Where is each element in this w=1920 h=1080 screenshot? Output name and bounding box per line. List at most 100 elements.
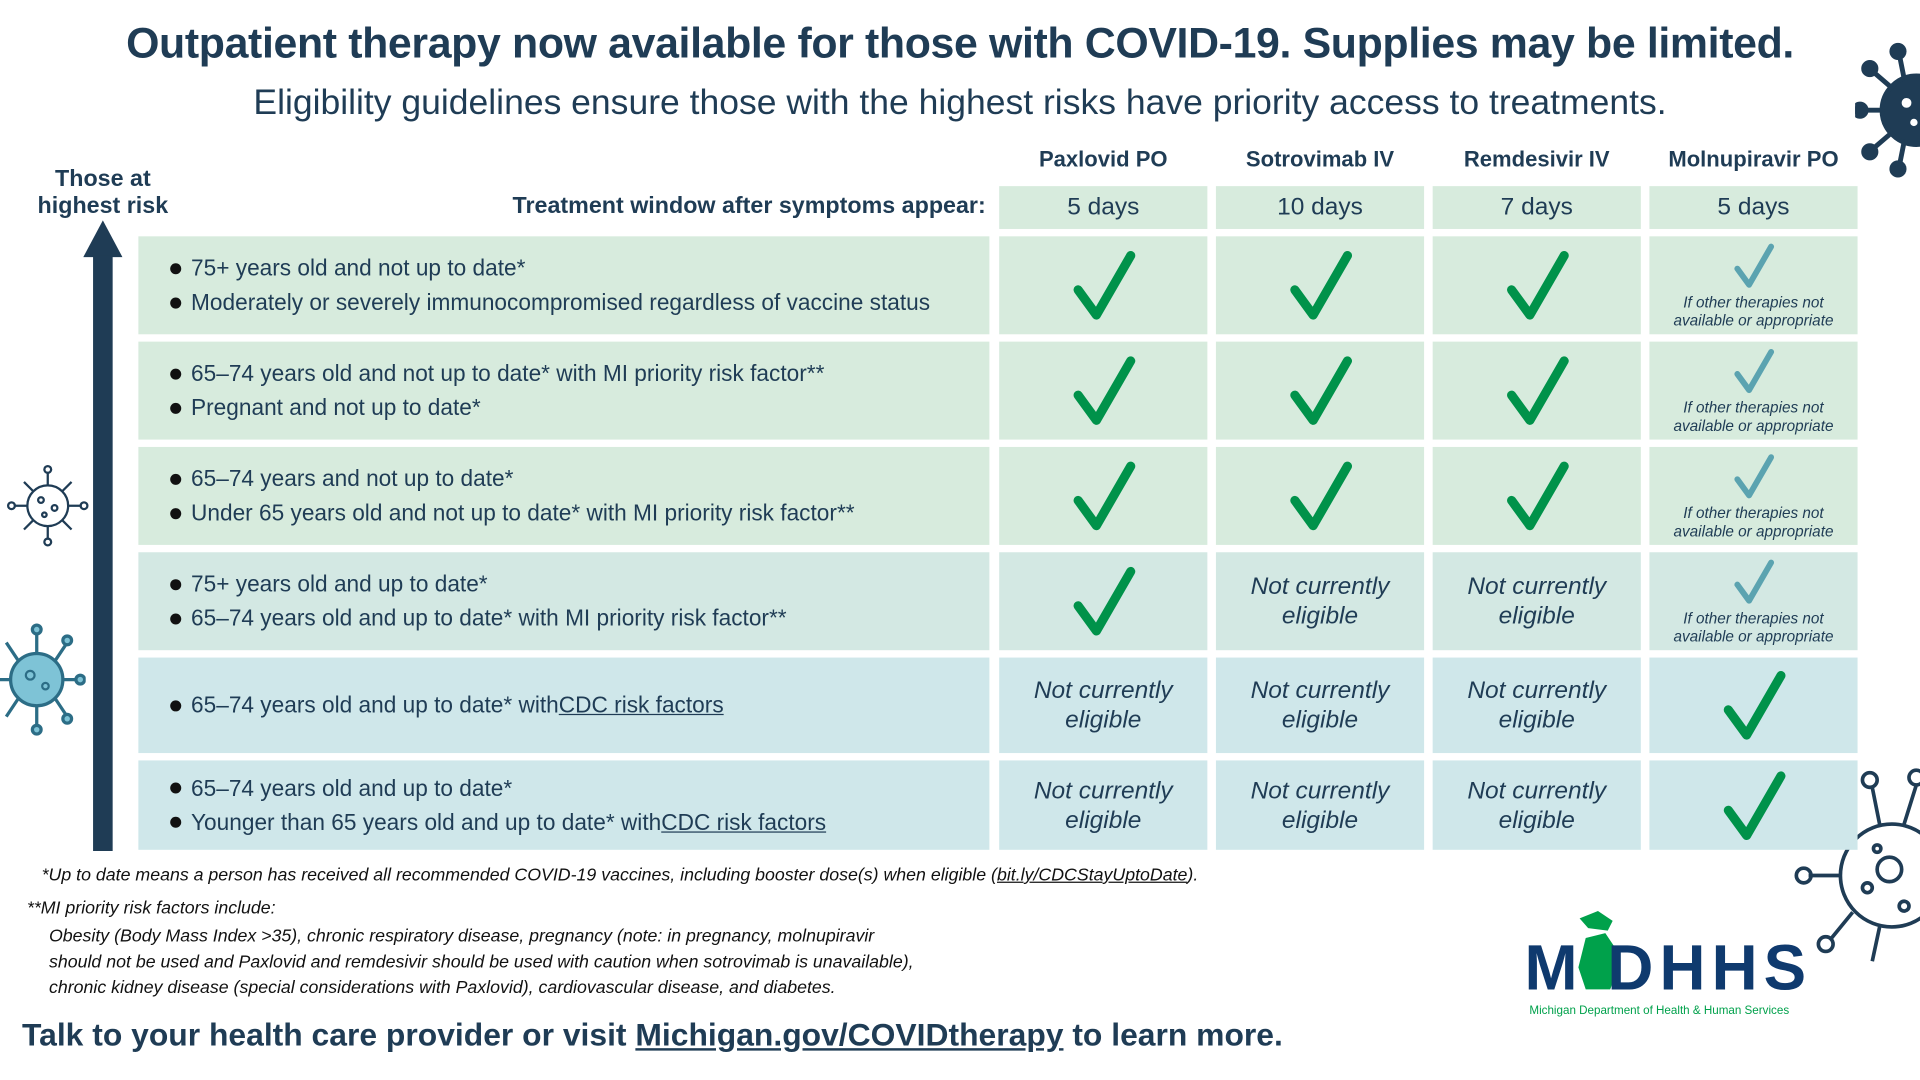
checkmark-icon bbox=[1073, 251, 1136, 320]
note-line: If other therapies not bbox=[1683, 504, 1824, 522]
cdc-stay-up-to-date-link[interactable]: bit.ly/CDCStayUptoDate bbox=[996, 865, 1188, 886]
checkmark-icon bbox=[1507, 461, 1569, 531]
criterion-text: 65–74 years old and up to date* with bbox=[191, 691, 559, 718]
not-eligible-line: Not currently bbox=[1033, 677, 1173, 705]
risk-criterion: 75+ years old and not up to date* bbox=[170, 251, 989, 285]
not-eligible-text: Not currently eligible bbox=[1251, 676, 1390, 735]
checkmark-icon bbox=[1734, 559, 1775, 604]
mdhhs-logo: M DHHS Michigan Department of Health & H… bbox=[1525, 911, 1806, 1017]
treatment-window-0: 5 days bbox=[999, 186, 1208, 229]
not-eligible-text: Not currently eligible bbox=[1467, 776, 1606, 835]
eligibility-cell bbox=[1432, 446, 1641, 545]
footnote-mi-heading: **MI priority risk factors include: bbox=[26, 898, 276, 919]
risk-criterion: 65–74 years old and up to date* with MI … bbox=[170, 601, 989, 635]
note-line: available or appropriate bbox=[1673, 628, 1834, 646]
risk-label-line: Those at bbox=[55, 166, 151, 193]
eligibility-cell bbox=[999, 341, 1208, 440]
cdc-risk-factors-link[interactable]: CDC risk factors bbox=[661, 808, 827, 835]
bullet-icon bbox=[170, 782, 182, 794]
eligibility-cell: If other therapies not available or appro… bbox=[1649, 552, 1858, 651]
risk-criterion: Younger than 65 years old and up to date… bbox=[170, 805, 989, 839]
not-eligible-line: eligible bbox=[1498, 806, 1575, 834]
not-eligible-line: eligible bbox=[1498, 602, 1575, 630]
alternative-note: If other therapies not available or appro… bbox=[1673, 294, 1833, 331]
eligibility-cell bbox=[1649, 657, 1858, 754]
risk-group-row: 65–74 years and not up to date* Under 65 … bbox=[138, 446, 990, 545]
risk-criterion: Under 65 years old and not up to date* w… bbox=[170, 496, 989, 530]
checkmark-icon bbox=[1507, 356, 1569, 425]
note-line: If other therapies not bbox=[1683, 609, 1824, 627]
eligibility-cell bbox=[1432, 236, 1641, 335]
criterion-text: 65–74 years old and up to date* with MI … bbox=[191, 604, 787, 631]
risk-criterion: 65–74 years old and up to date* with CDC… bbox=[170, 688, 989, 722]
not-eligible-text: Not currently eligible bbox=[1467, 676, 1606, 735]
risk-arrow-icon bbox=[83, 220, 123, 852]
bullet-icon bbox=[170, 402, 182, 414]
bullet-icon bbox=[170, 262, 182, 274]
page-subtitle: Eligibility guidelines ensure those with… bbox=[253, 83, 1667, 123]
note-line: If other therapies not bbox=[1683, 293, 1824, 312]
note-line: available or appropriate bbox=[1673, 312, 1834, 330]
bullet-icon bbox=[170, 612, 182, 624]
risk-criterion: 75+ years old and up to date* bbox=[170, 567, 989, 601]
treatment-window-label: Treatment window after symptoms appear: bbox=[512, 193, 986, 220]
risk-group-row: 65–74 years old and up to date* with CDC… bbox=[138, 657, 990, 754]
risk-group-row: 65–74 years old and up to date* Younger t… bbox=[138, 760, 990, 850]
eligibility-cell: Not currently eligible bbox=[1215, 657, 1425, 754]
checkmark-icon bbox=[1734, 348, 1775, 394]
not-eligible-line: Not currently bbox=[1467, 573, 1607, 601]
eligibility-cell: Not currently eligible bbox=[1215, 552, 1425, 651]
column-header-0: Paxlovid PO bbox=[1038, 146, 1168, 172]
virus-filled-icon bbox=[0, 623, 86, 736]
eligibility-cell: Not currently eligible bbox=[1432, 760, 1641, 850]
treatment-window-3: 5 days bbox=[1649, 186, 1858, 229]
checkmark-icon bbox=[1073, 566, 1136, 636]
risk-criterion: Moderately or severely immunocompromised… bbox=[170, 285, 989, 319]
not-eligible-line: eligible bbox=[1065, 706, 1142, 734]
criterion-text: 75+ years old and up to date* bbox=[191, 570, 488, 597]
eligibility-cell bbox=[1649, 760, 1858, 850]
footnote-line: Obesity (Body Mass Index >35), chronic r… bbox=[48, 926, 875, 947]
checkmark-icon bbox=[1734, 454, 1775, 499]
not-eligible-line: Not currently bbox=[1033, 776, 1173, 804]
alternative-note: If other therapies not available or appro… bbox=[1673, 610, 1833, 647]
bullet-icon bbox=[170, 473, 182, 485]
criterion-text: 65–74 years old and not up to date* with… bbox=[191, 360, 825, 386]
footnote-line: chronic kidney disease (special consider… bbox=[48, 978, 836, 998]
michigan-covid-therapy-link[interactable]: Michigan.gov/COVIDtherapy bbox=[635, 1016, 1064, 1054]
not-eligible-line: eligible bbox=[1281, 602, 1359, 630]
not-eligible-line: eligible bbox=[1281, 706, 1359, 734]
not-eligible-line: Not currently bbox=[1467, 776, 1607, 804]
criterion-text: 65–74 years old and up to date* bbox=[191, 774, 513, 801]
risk-criterion: 65–74 years old and up to date* bbox=[170, 771, 989, 805]
note-line: available or appropriate bbox=[1673, 522, 1834, 541]
note-line: If other therapies not bbox=[1683, 399, 1824, 417]
eligibility-cell: Not currently eligible bbox=[999, 657, 1208, 754]
risk-criterion: Pregnant and not up to date* bbox=[170, 391, 989, 425]
virus-dark-icon bbox=[1855, 42, 1920, 178]
not-eligible-line: Not currently bbox=[1250, 573, 1390, 601]
column-header-2: Remdesivir IV bbox=[1463, 146, 1610, 172]
footnote-text: *Up to date means a person has received … bbox=[41, 865, 997, 886]
alternative-note: If other therapies not available or appro… bbox=[1673, 399, 1833, 436]
criterion-text: Moderately or severely immunocompromised… bbox=[191, 288, 931, 315]
criterion-text: Under 65 years old and not up to date* w… bbox=[191, 499, 855, 526]
bullet-icon bbox=[170, 699, 182, 711]
virus-outline-icon bbox=[6, 464, 89, 547]
eligibility-cell: If other therapies not available or appro… bbox=[1649, 236, 1858, 335]
footnote-text: ). bbox=[1187, 865, 1199, 886]
criterion-text: 75+ years old and not up to date* bbox=[191, 254, 526, 281]
checkmark-icon bbox=[1723, 671, 1786, 740]
column-header-1: Sotrovimab IV bbox=[1245, 146, 1395, 172]
risk-group-row: 65–74 years old and not up to date* with… bbox=[138, 341, 990, 440]
checkmark-icon bbox=[1507, 251, 1569, 320]
bullet-icon bbox=[170, 296, 182, 308]
treatment-window-1: 10 days bbox=[1215, 186, 1425, 229]
eligibility-cell: If other therapies not available or appro… bbox=[1649, 341, 1858, 440]
bullet-icon bbox=[170, 367, 182, 379]
eligibility-cell bbox=[999, 552, 1208, 651]
cdc-risk-factors-link[interactable]: CDC risk factors bbox=[558, 691, 724, 718]
bullet-icon bbox=[170, 816, 182, 828]
risk-group-row: 75+ years old and not up to date* Moderat… bbox=[138, 236, 990, 335]
